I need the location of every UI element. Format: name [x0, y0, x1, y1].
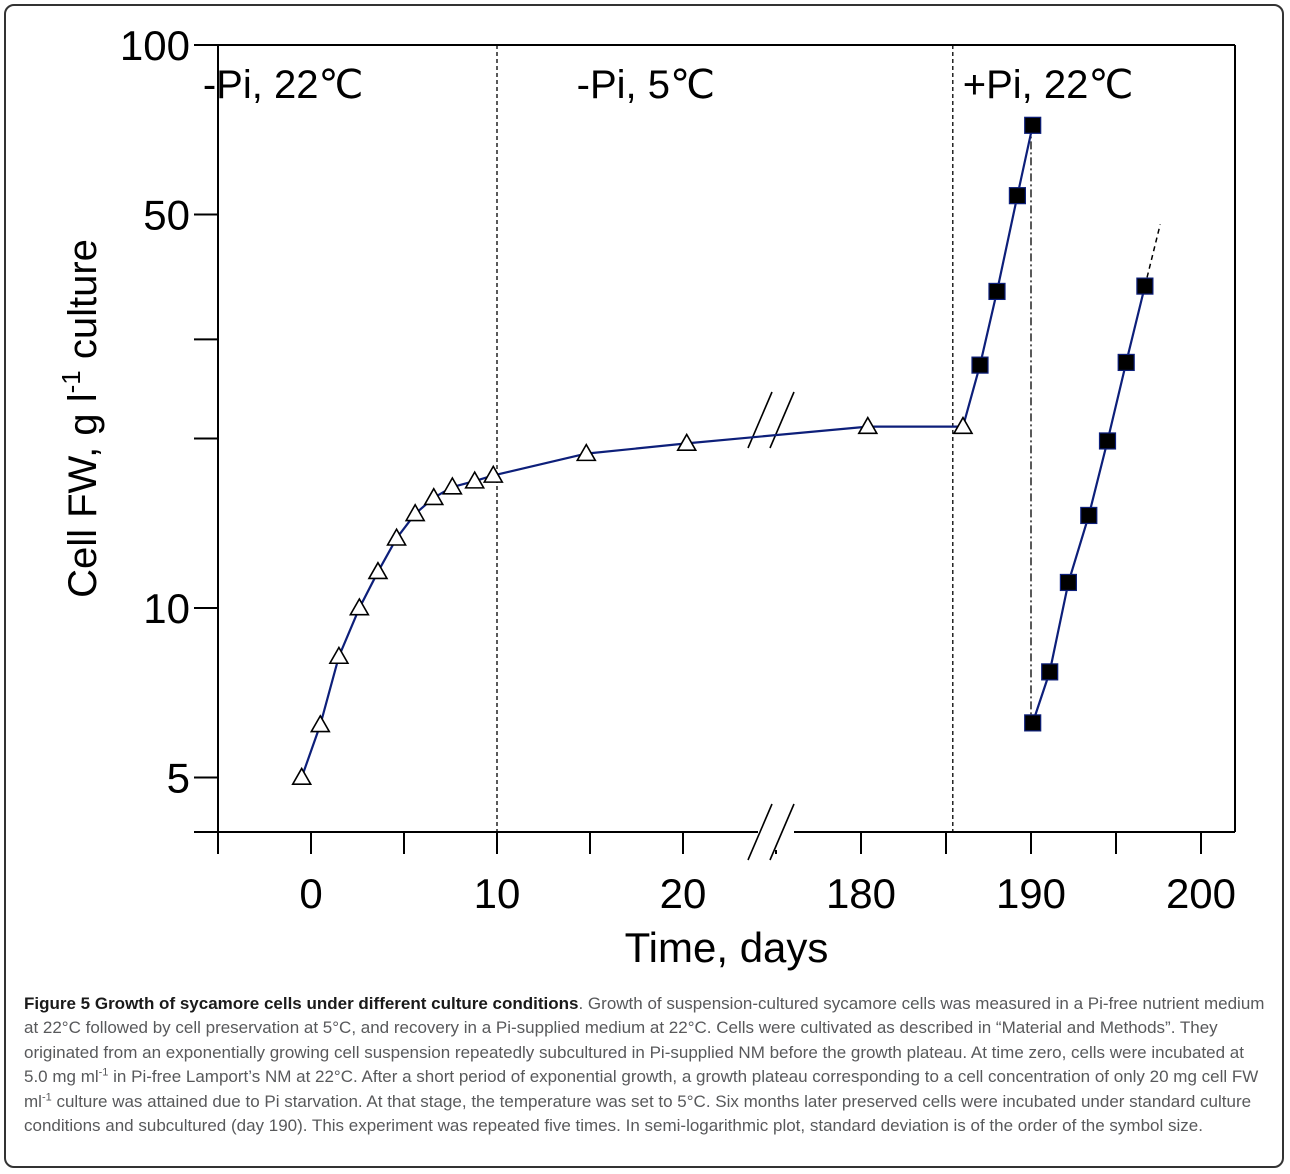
series-line-2: [978, 125, 1034, 366]
region-label: -Pi, 22℃: [203, 63, 364, 107]
data-markers: [291, 116, 1154, 785]
x-tick-label: 10: [474, 870, 521, 917]
data-point-square: [1041, 663, 1059, 681]
y-tick-label: 10: [143, 585, 190, 632]
phase-boundaries: [496, 45, 1032, 832]
data-point-triangle: [404, 503, 426, 522]
data-point-triangle: [291, 766, 313, 785]
data-point-triangle: [857, 415, 879, 435]
chart-axes: [194, 44, 1236, 861]
axis-break-mark-bottom: [747, 803, 773, 861]
data-point-triangle: [348, 597, 370, 616]
data-point-square: [988, 282, 1006, 301]
axis-break-mark-plot: [747, 391, 773, 449]
x-tick-label: 180: [826, 870, 896, 917]
x-tick-label: 0: [299, 870, 322, 917]
data-point-triangle: [423, 487, 445, 506]
series-line-1: [300, 425, 963, 778]
data-point-square: [971, 356, 989, 374]
data-point-triangle: [367, 561, 389, 580]
extrapolation-line: [1144, 224, 1161, 287]
figure-caption: Figure 5 Growth of sycamore cells under …: [24, 992, 1272, 1138]
chart-text: 5 10 50 100 0 10 20 180 190 200 -Pi, 22℃ -Pi, 5℃ +Pi…: [56, 22, 1236, 971]
data-point-square: [1136, 277, 1154, 295]
y-axis-label: Cell FW, g l-1 culture: [56, 239, 105, 598]
y-tick-label: 5: [167, 754, 190, 801]
caption-title: Figure 5 Growth of sycamore cells under …: [24, 994, 579, 1013]
data-point-triangle: [575, 443, 597, 462]
data-point-triangle: [464, 470, 486, 489]
data-point-triangle: [952, 415, 974, 435]
data-point-triangle: [441, 476, 463, 495]
region-label: -Pi, 5℃: [577, 63, 715, 107]
axis-break-mark-plot: [769, 391, 795, 449]
caption-sup-2: -1: [41, 1090, 52, 1103]
data-point-triangle: [482, 464, 504, 483]
data-point-square: [1008, 187, 1027, 205]
x-tick-label: 20: [660, 870, 707, 917]
data-point-triangle: [328, 645, 350, 665]
caption-text-1: . Growth of suspension-cultured sycamore…: [24, 994, 1265, 1087]
data-point-square: [1117, 353, 1135, 372]
caption-text-3: culture was attained due to Pi starvatio…: [24, 1091, 1252, 1136]
data-point-triangle: [309, 714, 331, 733]
data-point-square: [1024, 714, 1042, 732]
y-tick-label: 100: [120, 22, 190, 69]
y-tick-label: 50: [143, 191, 190, 238]
x-axis-label: Time, days: [625, 924, 829, 971]
caption-sup-1: -1: [98, 1066, 109, 1079]
growth-chart: 5 10 50 100 0 10 20 180 190 200 -Pi, 22℃ -Pi, 5℃ +Pi…: [56, 22, 1236, 971]
data-point-triangle: [386, 527, 407, 546]
data-point-square: [1080, 506, 1098, 525]
region-label: +Pi, 22℃: [963, 63, 1134, 107]
data-point-square: [1024, 116, 1042, 134]
data-point-square: [1059, 573, 1078, 592]
series-line-3: [1031, 285, 1146, 724]
x-tick-label: 190: [996, 870, 1066, 917]
data-point-triangle: [676, 432, 698, 451]
series-connector: [961, 364, 982, 427]
caption-text-2: in Pi-free Lamport’s NM at 22°C. After a…: [24, 1067, 1259, 1111]
axis-break-mark-bottom: [769, 803, 795, 861]
data-point-square: [1098, 432, 1117, 450]
x-tick-label: 200: [1166, 870, 1236, 917]
